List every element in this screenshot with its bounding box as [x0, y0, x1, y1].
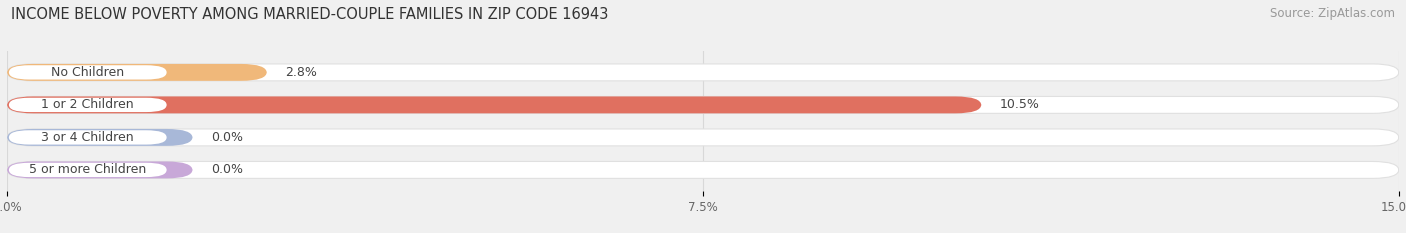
- FancyBboxPatch shape: [7, 64, 267, 81]
- FancyBboxPatch shape: [7, 96, 1399, 113]
- FancyBboxPatch shape: [8, 98, 167, 112]
- FancyBboxPatch shape: [7, 96, 981, 113]
- Text: 0.0%: 0.0%: [211, 163, 243, 176]
- FancyBboxPatch shape: [7, 129, 193, 146]
- FancyBboxPatch shape: [8, 65, 167, 79]
- FancyBboxPatch shape: [7, 161, 1399, 178]
- Text: No Children: No Children: [51, 66, 124, 79]
- FancyBboxPatch shape: [7, 64, 1399, 81]
- Text: 10.5%: 10.5%: [1000, 98, 1040, 111]
- Text: INCOME BELOW POVERTY AMONG MARRIED-COUPLE FAMILIES IN ZIP CODE 16943: INCOME BELOW POVERTY AMONG MARRIED-COUPL…: [11, 7, 609, 22]
- Text: 5 or more Children: 5 or more Children: [30, 163, 146, 176]
- Text: 3 or 4 Children: 3 or 4 Children: [41, 131, 134, 144]
- Text: 0.0%: 0.0%: [211, 131, 243, 144]
- FancyBboxPatch shape: [8, 130, 167, 144]
- Text: 2.8%: 2.8%: [285, 66, 318, 79]
- FancyBboxPatch shape: [8, 163, 167, 177]
- FancyBboxPatch shape: [7, 129, 1399, 146]
- FancyBboxPatch shape: [7, 161, 193, 178]
- Text: 1 or 2 Children: 1 or 2 Children: [41, 98, 134, 111]
- Text: Source: ZipAtlas.com: Source: ZipAtlas.com: [1270, 7, 1395, 20]
